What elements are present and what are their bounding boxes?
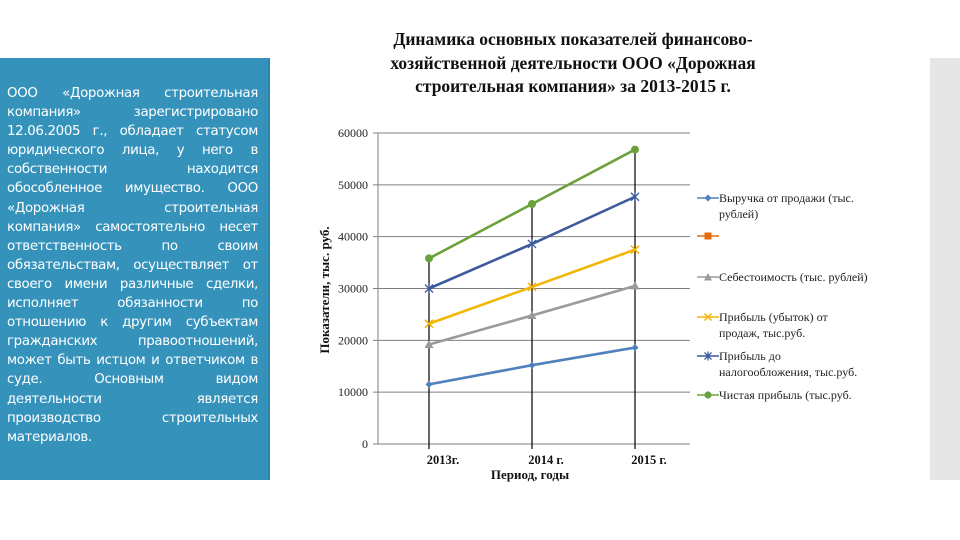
- svg-text:40000: 40000: [338, 230, 368, 244]
- slide-side-bar: [930, 58, 960, 480]
- company-description-text: ООО «Дорожная строительная компания» зар…: [7, 86, 258, 445]
- triangle-marker-icon: [697, 273, 719, 281]
- svg-text:2013г.: 2013г.: [427, 453, 459, 467]
- company-description-panel: ООО «Дорожная строительная компания» зар…: [0, 58, 270, 480]
- svg-text:2014 г.: 2014 г.: [528, 453, 564, 467]
- y-axis-label: Показатели, тыс. руб.: [317, 226, 332, 353]
- legend-item-net-profit: Чистая прибыль (тыс.руб.: [697, 388, 852, 404]
- series-x: [424, 245, 640, 329]
- x-axis-label: Период, годы: [491, 467, 569, 482]
- diamond-marker-icon: [697, 194, 719, 202]
- svg-text:30000: 30000: [338, 282, 368, 296]
- legend-item-cost: Себестоимость (тыс. рублей): [697, 270, 868, 286]
- legend-item-empty: [697, 230, 719, 242]
- svg-text:20000: 20000: [338, 333, 368, 347]
- legend-item-pretax-profit: Прибыль до налогообложения, тыс.руб.: [697, 349, 857, 380]
- data-series: [424, 145, 640, 388]
- svg-text:Период, годы: Период, годы: [491, 467, 569, 482]
- star-marker-icon: [697, 351, 719, 361]
- circle-marker-icon: [697, 391, 719, 399]
- y-axis-ticks: 0 10000 20000 30000 40000 50000 60000: [338, 126, 368, 451]
- x-marker-icon: [697, 312, 719, 322]
- svg-text:60000: 60000: [338, 126, 368, 140]
- series-diamond: [425, 344, 639, 388]
- series-circle: [425, 145, 639, 263]
- svg-text:Показатели, тыс. руб.: Показатели, тыс. руб.: [317, 226, 332, 353]
- svg-text:0: 0: [362, 437, 368, 451]
- series-star: [424, 191, 640, 294]
- series-triangle: [424, 281, 640, 348]
- svg-text:2015 г.: 2015 г.: [631, 453, 667, 467]
- svg-text:50000: 50000: [338, 178, 368, 192]
- svg-text:10000: 10000: [338, 385, 368, 399]
- square-marker-icon: [697, 232, 719, 240]
- category-droplines: [428, 149, 636, 449]
- x-axis-ticks: 2013г. 2014 г. 2015 г.: [427, 453, 667, 467]
- legend-item-revenue: Выручка от продажи (тыс. рублей): [697, 191, 854, 222]
- legend-item-sales-profit: Прибыль (убыток) от продаж, тыс.руб.: [697, 310, 828, 341]
- chart-title: Динамика основных показателей финансово-…: [390, 29, 756, 96]
